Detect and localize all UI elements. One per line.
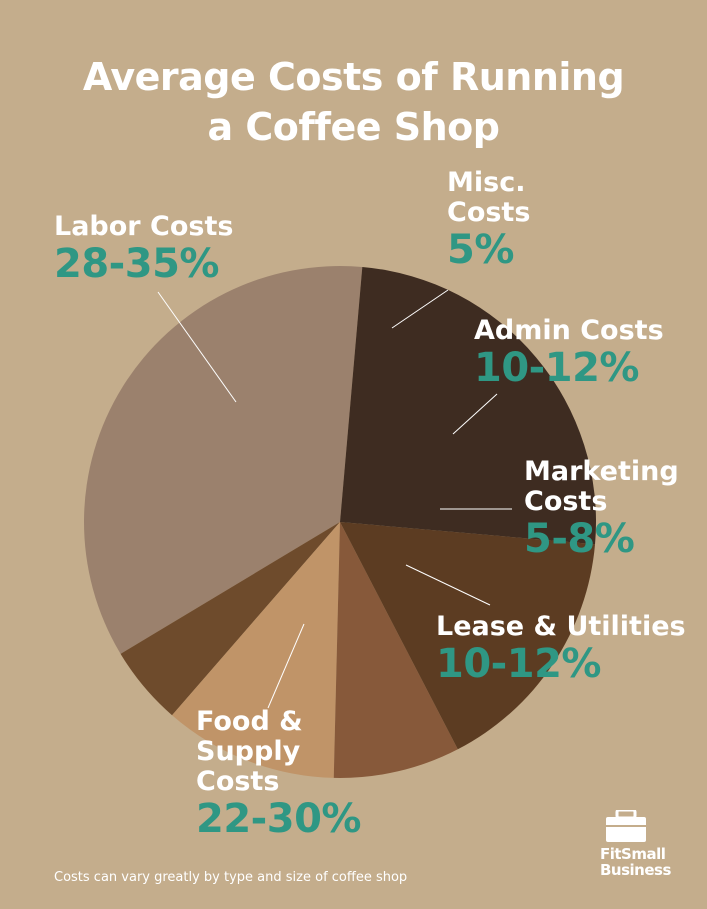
label-food-supply-costs-range: 22-30% bbox=[196, 796, 362, 842]
leader-line-food-supply-costs bbox=[267, 623, 305, 709]
label-food-supply-costs-name-line-1: Food & bbox=[196, 706, 303, 737]
chart-title-line-2: a Coffee Shop bbox=[207, 105, 500, 149]
pie-slice-admin-costs bbox=[172, 522, 340, 778]
brand-name-line-1: FitSmall bbox=[600, 845, 666, 863]
pie-slice-food-supply-costs bbox=[340, 266, 597, 545]
label-marketing-costs-name-line-2: Costs bbox=[524, 486, 608, 517]
brand-logo: FitSmall Business bbox=[600, 810, 680, 878]
label-marketing-costs-name: Marketing Costs bbox=[524, 457, 679, 517]
label-misc-costs-range: 5% bbox=[447, 227, 514, 273]
leader-line-labor-costs bbox=[157, 291, 237, 403]
leader-lines bbox=[157, 289, 512, 709]
label-lease-utilities-range: 10-12% bbox=[436, 641, 602, 687]
briefcase-icon bbox=[606, 810, 646, 842]
label-labor-costs-range: 28-35% bbox=[54, 241, 220, 287]
label-marketing-costs-range: 5-8% bbox=[524, 516, 635, 562]
label-lease-utilities: Lease & Utilities 10-12% bbox=[436, 612, 686, 687]
label-misc-costs-name-line-1: Misc. bbox=[447, 167, 526, 198]
pie-slices bbox=[84, 265, 597, 778]
label-misc-costs-name-line-2: Costs bbox=[447, 197, 531, 228]
label-admin-costs-name: Admin Costs bbox=[474, 316, 664, 346]
label-labor-costs-name: Labor Costs bbox=[54, 212, 233, 242]
leader-line-admin-costs bbox=[452, 393, 498, 435]
label-food-supply-costs-name-line-2: Supply bbox=[196, 736, 301, 767]
label-admin-costs-name-line-1: Admin Costs bbox=[474, 315, 664, 346]
pie-slice-misc-costs bbox=[120, 522, 340, 716]
label-admin-costs: Admin Costs 10-12% bbox=[474, 316, 664, 391]
label-labor-costs-name-line-1: Labor Costs bbox=[54, 211, 234, 242]
label-misc-costs: Misc. Costs 5% bbox=[447, 168, 530, 273]
leader-line-misc-costs bbox=[391, 289, 449, 329]
label-marketing-costs-name-line-1: Marketing bbox=[524, 456, 679, 487]
pie-slice-lease-utilities bbox=[340, 522, 596, 750]
pie-slice-marketing-costs bbox=[333, 522, 458, 778]
chart-title-line-1: Average Costs of Running bbox=[82, 55, 625, 99]
pie-slice-labor-costs bbox=[84, 265, 363, 654]
leader-line-lease-utilities bbox=[405, 564, 491, 606]
label-marketing-costs: Marketing Costs 5-8% bbox=[524, 457, 679, 562]
label-lease-utilities-name-line-1: Lease & Utilities bbox=[436, 611, 686, 642]
label-food-supply-costs-name: Food & Supply Costs bbox=[196, 707, 361, 797]
label-food-supply-costs-name-line-3: Costs bbox=[196, 766, 280, 797]
footnote: Costs can vary greatly by type and size … bbox=[54, 870, 408, 885]
label-lease-utilities-name: Lease & Utilities bbox=[436, 612, 686, 642]
brand-name-line-2: Business bbox=[600, 861, 671, 879]
chart-title: Average Costs of Running a Coffee Shop bbox=[0, 52, 707, 152]
label-food-supply-costs: Food & Supply Costs 22-30% bbox=[196, 707, 362, 842]
label-admin-costs-range: 10-12% bbox=[474, 345, 640, 391]
label-misc-costs-name: Misc. Costs bbox=[447, 168, 530, 228]
label-labor-costs: Labor Costs 28-35% bbox=[54, 212, 233, 287]
